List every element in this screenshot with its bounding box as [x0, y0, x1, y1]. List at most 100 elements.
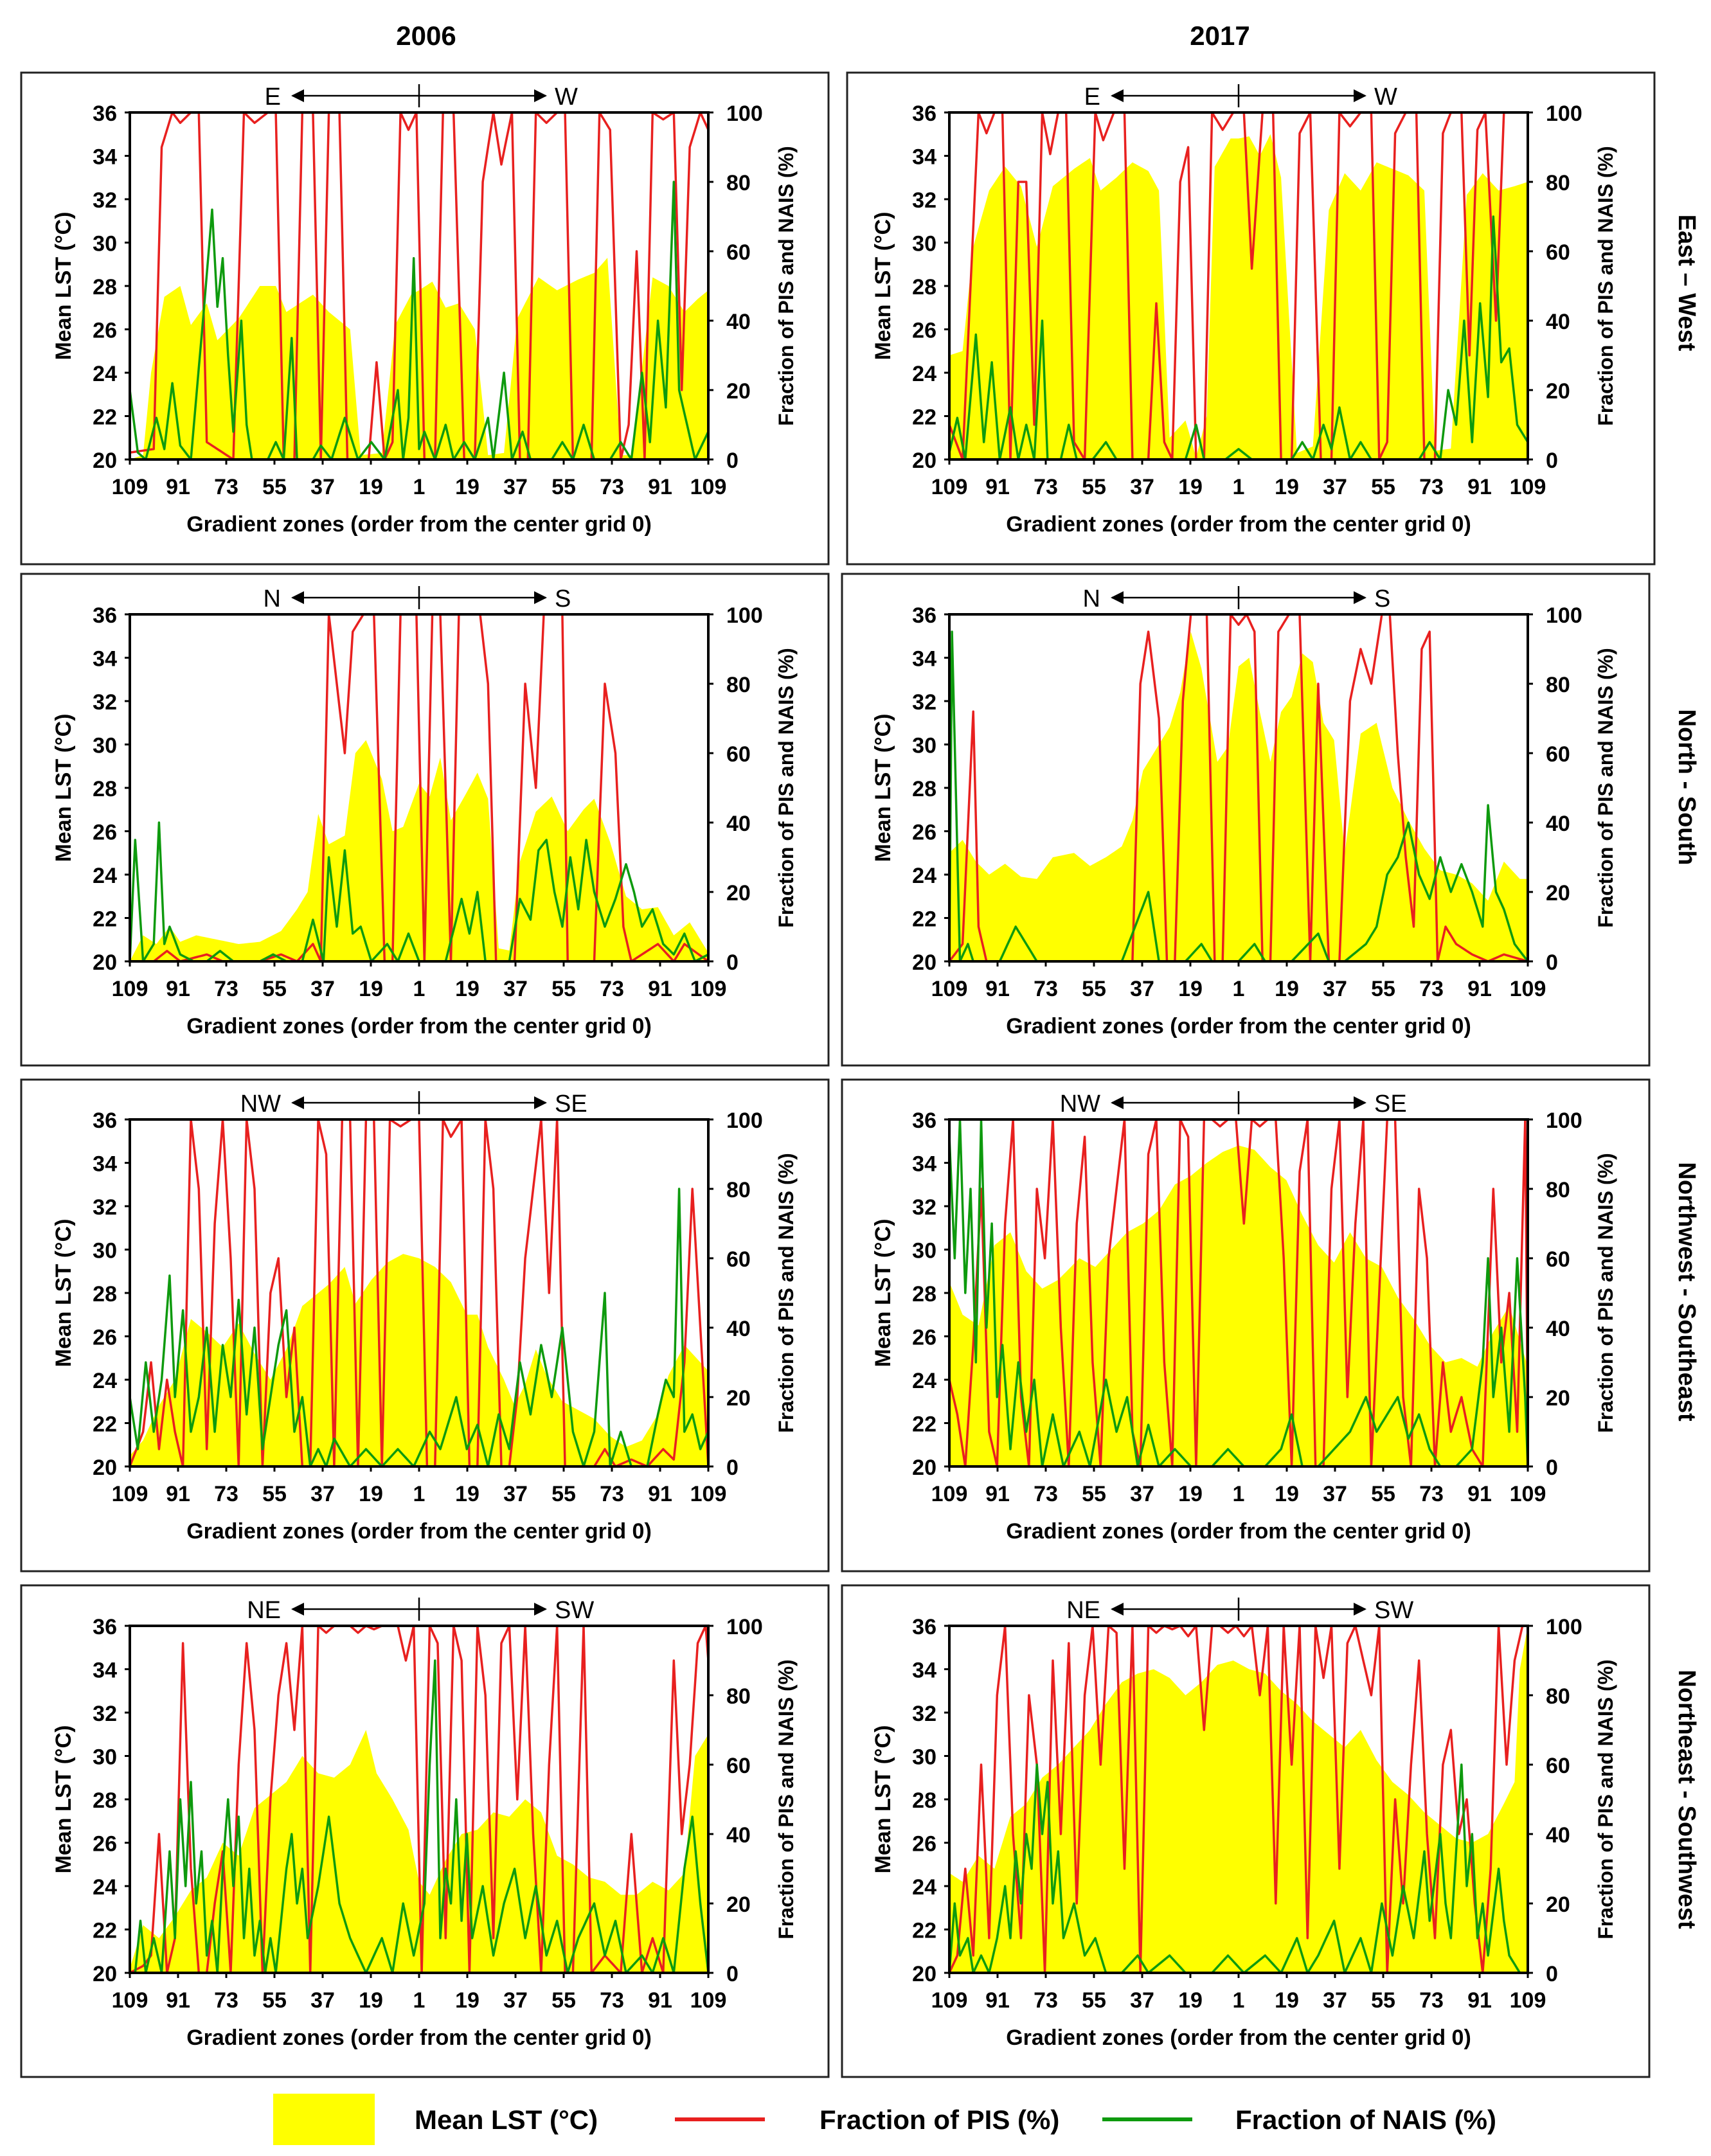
y-left-tick-label: 30: [93, 232, 117, 256]
y-left-axis-title: Mean LST (°C): [51, 1219, 76, 1368]
y-right-tick-label: 100: [1546, 603, 1582, 628]
y-right-tick-label: 100: [1546, 1615, 1582, 1639]
y-right-tick-label: 0: [726, 1962, 739, 1986]
y-left-tick-label: 28: [912, 275, 936, 299]
x-tick-label: 1: [1233, 977, 1245, 1001]
x-tick-label: 91: [648, 1482, 672, 1506]
legend: Mean LST (°C) Fraction of PIS (%) Fracti…: [273, 2094, 1496, 2145]
y-left-tick-label: 26: [912, 1326, 936, 1350]
x-tick-label: 109: [690, 1482, 727, 1506]
y-left-axis-title: Mean LST (°C): [51, 212, 76, 361]
panel-frame: [20, 1078, 830, 1572]
x-tick-label: 19: [455, 475, 479, 499]
y-right-tick-label: 60: [1546, 742, 1570, 767]
y-right-tick-label: 0: [1546, 449, 1558, 473]
x-tick-label: 19: [1178, 1988, 1203, 2013]
y-left-tick-label: 26: [93, 319, 117, 343]
x-tick-label: 55: [551, 475, 576, 499]
row-label-northwest-southeast: Northwest - Southeast: [1673, 1162, 1700, 1421]
direction-right-label: W: [1374, 84, 1397, 111]
y-right-tick-label: 100: [726, 1109, 763, 1133]
y-left-tick-label: 20: [912, 449, 936, 473]
chart-panel-1: 20 22 24 26 28 30 32 34 36 0 20 40 60 80 100 109 91 73 55 3…: [846, 71, 1656, 566]
x-tick-label: 37: [1130, 475, 1154, 499]
nais-line: [129, 181, 710, 461]
x-tick-label: 109: [931, 977, 968, 1001]
x-tick-label: 109: [931, 1988, 968, 2013]
y-left-axis-title: Mean LST (°C): [871, 1725, 895, 1874]
legend-lst-label: Mean LST (°C): [415, 2105, 598, 2135]
y-right-tick-label: 80: [726, 1684, 751, 1709]
y-right-tick-label: 100: [726, 603, 763, 628]
y-right-axis-title: Fraction of PIS and NAIS (%): [1594, 1659, 1617, 1939]
x-tick-label: 37: [503, 475, 528, 499]
x-tick-label: 109: [690, 977, 727, 1001]
y-left-tick-label: 30: [912, 734, 936, 758]
y-left-tick-label: 28: [93, 777, 117, 801]
y-right-axis-title: Fraction of PIS and NAIS (%): [1594, 146, 1617, 426]
x-tick-label: 91: [985, 1988, 1010, 2013]
x-axis-title: Gradient zones (order from the center gr…: [186, 1014, 652, 1038]
chart-panel-0: 20 22 24 26 28 30 32 34 36 0 20 40 60 80 100 109 91 73 55 3…: [20, 71, 830, 566]
x-tick-label: 73: [1419, 475, 1444, 499]
y-left-tick-label: 36: [93, 1615, 117, 1639]
y-left-tick-label: 22: [93, 907, 117, 932]
x-tick-label: 73: [600, 1988, 624, 2013]
y-right-tick-label: 80: [726, 1178, 751, 1202]
x-tick-label: 37: [1323, 1482, 1347, 1506]
x-tick-label: 91: [648, 1988, 672, 2013]
x-tick-label: 37: [503, 1988, 528, 2013]
y-left-tick-label: 26: [93, 1832, 117, 1857]
x-tick-label: 55: [1082, 977, 1106, 1001]
nais-line: [948, 1763, 1528, 1974]
year-label-2006: 2006: [396, 21, 456, 51]
pis-line: [129, 1625, 710, 1974]
y-left-tick-label: 20: [93, 449, 117, 473]
x-tick-label: 19: [359, 475, 383, 499]
y-left-axis-title: Mean LST (°C): [871, 714, 895, 862]
x-tick-label: 37: [310, 977, 335, 1001]
chart-panel-5: 20 22 24 26 28 30 32 34 36 0 20 40 60 80 100 109 91 73 55 3…: [841, 1078, 1651, 1572]
y-left-tick-label: 22: [912, 907, 936, 932]
x-tick-label: 91: [166, 977, 190, 1001]
x-tick-label: 19: [1275, 475, 1299, 499]
x-tick-label: 73: [600, 1482, 624, 1506]
y-left-tick-label: 30: [912, 232, 936, 256]
lst-area: [949, 632, 1528, 961]
x-tick-label: 73: [1034, 977, 1058, 1001]
x-tick-label: 109: [112, 1482, 148, 1506]
direction-right-label: SE: [555, 1091, 587, 1118]
x-tick-label: 109: [1510, 977, 1546, 1001]
x-tick-label: 91: [1467, 1988, 1492, 2013]
y-left-tick-label: 32: [912, 690, 936, 715]
x-tick-label: 91: [166, 1482, 190, 1506]
x-tick-label: 37: [1323, 1988, 1347, 2013]
chart-panel-6: 20 22 24 26 28 30 32 34 36 0 20 40 60 80 100 109 91 73 55 3…: [20, 1584, 830, 2078]
x-tick-label: 19: [359, 1482, 383, 1506]
y-left-tick-label: 22: [912, 405, 936, 430]
x-tick-label: 37: [1323, 977, 1347, 1001]
x-tick-label: 55: [1082, 475, 1106, 499]
y-right-tick-label: 100: [726, 1615, 763, 1639]
panel-frame: [841, 573, 1651, 1067]
x-axis-title: Gradient zones (order from the center gr…: [186, 512, 652, 537]
y-left-tick-label: 30: [912, 1239, 936, 1263]
y-left-tick-label: 22: [912, 1919, 936, 1943]
direction-left-label: E: [265, 84, 281, 111]
y-right-tick-label: 20: [726, 1893, 751, 1917]
x-tick-label: 1: [1233, 1482, 1245, 1506]
y-right-axis-title: Fraction of PIS and NAIS (%): [775, 146, 798, 426]
y-left-tick-label: 32: [93, 1702, 117, 1726]
y-left-tick-label: 36: [912, 1615, 936, 1639]
y-right-tick-label: 20: [1546, 379, 1570, 404]
y-left-tick-label: 30: [93, 1745, 117, 1770]
x-tick-label: 37: [1130, 977, 1154, 1001]
x-tick-label: 55: [1082, 1482, 1106, 1506]
direction-right-label: SW: [1374, 1597, 1413, 1624]
y-right-tick-label: 80: [1546, 171, 1570, 195]
x-tick-label: 1: [1233, 1988, 1245, 2013]
x-tick-label: 109: [112, 475, 148, 499]
chart-panel-7: 20 22 24 26 28 30 32 34 36 0 20 40 60 80 100 109 91 73 55 3…: [841, 1584, 1651, 2078]
y-right-tick-label: 100: [726, 102, 763, 126]
